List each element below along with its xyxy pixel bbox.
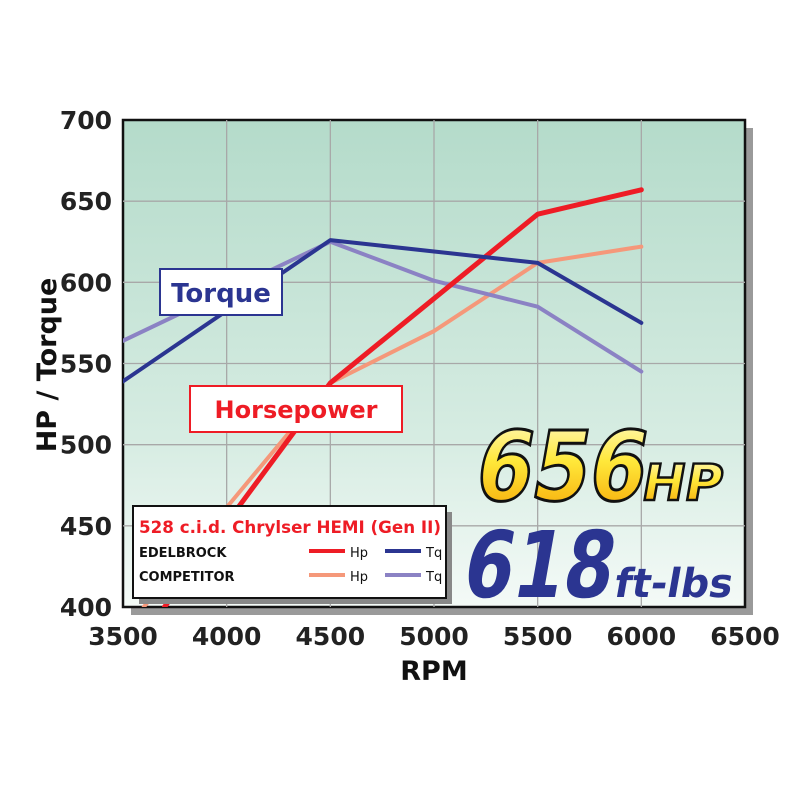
legend-title: 528 c.i.d. Chrylser HEMI (Gen II) (139, 518, 441, 538)
y-tick-label: 600 (60, 268, 112, 297)
torque-label-box (159, 268, 283, 316)
y-axis-label: HP / Torque (32, 278, 63, 453)
peak-torque-unit: ft-lbs (611, 560, 737, 607)
y-tick-label: 550 (60, 350, 112, 379)
legend-row-edelbrock: EDELBROCK (139, 546, 227, 561)
legend-hp-label-2: Hp (350, 570, 368, 585)
x-axis-label: RPM (400, 656, 467, 687)
horsepower-label: Horsepower (215, 396, 378, 424)
y-tick-label: 400 (60, 593, 112, 622)
peak-hp-unit: HP (638, 453, 728, 512)
x-tick-label: 6000 (607, 622, 677, 651)
legend-tq-label-2: Tq (425, 570, 442, 585)
x-tick-label: 5000 (399, 622, 469, 651)
y-tick-label: 700 (60, 106, 112, 135)
torque-label: Torque (171, 279, 271, 309)
x-tick-label: 4000 (192, 622, 262, 651)
peak-torque-value: 618 (456, 512, 625, 619)
y-tick-label: 500 (60, 431, 112, 460)
horsepower-label-box (189, 385, 403, 433)
series-line-competitor-hp (141, 244, 644, 607)
x-tick-label: 6500 (710, 622, 780, 651)
series-line-edelbrock-hp (161, 187, 644, 607)
legend-tq-label: Tq (425, 546, 442, 561)
peak-hp-value: 656 (468, 411, 658, 523)
legend-hp-label: Hp (350, 546, 368, 561)
x-tick-label: 4500 (296, 622, 366, 651)
x-tick-label: 5500 (503, 622, 573, 651)
y-tick-label: 650 (60, 187, 112, 216)
y-tick-label: 450 (60, 512, 112, 541)
x-tick-label: 3500 (88, 622, 158, 651)
legend-row-competitor: COMPETITOR (139, 570, 235, 585)
